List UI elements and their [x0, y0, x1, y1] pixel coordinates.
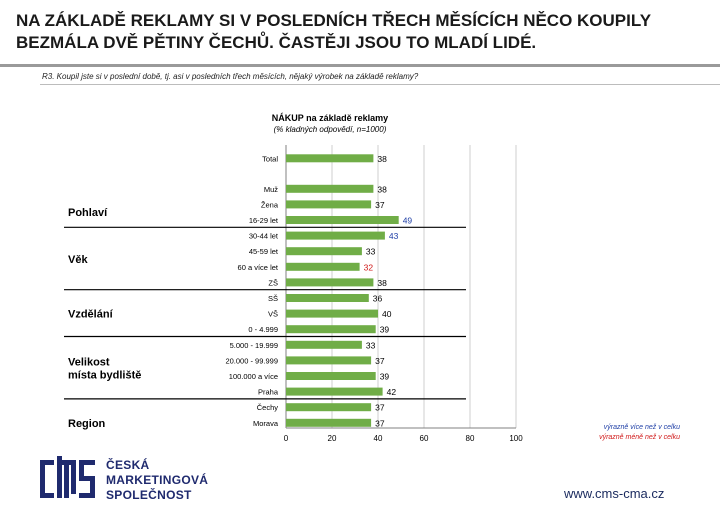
- category-label: 0 - 4.999: [248, 325, 278, 334]
- category-label: Praha: [258, 388, 279, 397]
- category-label: 20.000 - 99.999: [225, 356, 278, 365]
- data-label: 33: [366, 340, 376, 350]
- headline-line-2: BEZMÁLA DVĚ PĚTINY ČECHŮ. ČASTĚJI JSOU T…: [16, 33, 537, 52]
- group-label: Věk: [68, 254, 88, 266]
- bar: [286, 262, 360, 271]
- x-tick-label: 80: [466, 434, 475, 443]
- data-label: 49: [403, 216, 413, 226]
- data-label: 36: [373, 294, 383, 304]
- bar: [286, 356, 372, 365]
- brand-name: ČESKÁ MARKETINGOVÁ SPOLEČNOST: [106, 458, 208, 503]
- category-label: 5.000 - 19.999: [230, 341, 278, 350]
- bar: [286, 403, 372, 412]
- data-label: 43: [389, 231, 399, 241]
- question-text: R3. Koupil jste si v poslední době, tj. …: [42, 72, 419, 81]
- category-label: ZŠ: [268, 278, 278, 287]
- x-tick-label: 20: [328, 434, 337, 443]
- category-label: VŠ: [268, 310, 278, 319]
- bar: [286, 216, 399, 224]
- x-tick-label: 100: [509, 434, 523, 443]
- website-link[interactable]: www.cms-cma.cz: [564, 486, 665, 501]
- bar: [286, 294, 369, 302]
- category-label: SŠ: [268, 294, 278, 303]
- bar: [286, 418, 372, 427]
- chart-subtitle: (% kladných odpovědí, n=1000): [273, 125, 387, 134]
- category-label: Total: [262, 154, 278, 163]
- data-label: 38: [377, 278, 387, 288]
- category-label: 60 a více let: [238, 263, 279, 272]
- bar: [286, 309, 378, 318]
- data-label: 39: [380, 325, 390, 335]
- bar: [286, 325, 376, 334]
- data-label: 37: [375, 403, 385, 413]
- data-label: 37: [375, 200, 385, 210]
- category-label: 30-44 let: [249, 232, 279, 241]
- category-label: Žena: [261, 200, 279, 209]
- data-label: 39: [380, 372, 390, 382]
- bar: [286, 340, 362, 349]
- category-label: 45-59 let: [249, 247, 279, 256]
- legend-above: výrazně více než v celku: [603, 424, 680, 431]
- header-divider: [0, 64, 720, 67]
- group-label: místa bydliště: [68, 370, 141, 382]
- bar: [286, 372, 376, 380]
- group-label: Vzdělání: [68, 309, 114, 321]
- legend-below: výrazně méně než v celku: [599, 434, 680, 441]
- group-label: Pohlaví: [68, 207, 108, 219]
- question-divider: [40, 84, 720, 85]
- category-label: 100.000 a více: [229, 372, 278, 381]
- headline-line-1: NA ZÁKLADĚ REKLAMY SI V POSLEDNÍCH TŘECH…: [16, 11, 652, 30]
- bar: [286, 387, 383, 396]
- cms-logo-icon: [40, 456, 95, 498]
- group-label: Velikost: [68, 357, 110, 369]
- chart-title: NÁKUP na základě reklamy: [271, 113, 389, 123]
- bar: [286, 231, 385, 240]
- x-tick-label: 40: [374, 434, 383, 443]
- brand-line-1: ČESKÁ: [106, 458, 150, 472]
- data-label: 37: [375, 356, 385, 366]
- data-label: 42: [387, 387, 397, 397]
- bar: [286, 154, 374, 163]
- bar: [286, 247, 362, 256]
- headline: NA ZÁKLADĚ REKLAMY SI V POSLEDNÍCH TŘECH…: [16, 10, 706, 54]
- data-label: 38: [377, 154, 387, 164]
- x-tick-label: 0: [284, 434, 289, 443]
- bar: [286, 184, 374, 193]
- category-label: Čechy: [257, 403, 279, 412]
- data-label: 38: [377, 184, 387, 194]
- brand-line-2: MARKETINGOVÁ: [106, 473, 209, 487]
- bar-chart: 0 20 40 60 80 100 Pohlaví Věk Vzdělání Velikostmí…: [64, 145, 523, 443]
- category-label: Muž: [264, 185, 278, 194]
- data-label: 32: [364, 262, 374, 272]
- data-label: 33: [366, 247, 376, 257]
- data-label: 37: [375, 418, 385, 428]
- bar: [286, 278, 374, 287]
- x-tick-label: 60: [420, 434, 429, 443]
- category-label: Morava: [253, 419, 279, 428]
- bar: [286, 200, 372, 209]
- brand-line-3: SPOLEČNOST: [106, 488, 192, 502]
- group-label: Region: [68, 418, 106, 430]
- category-label: 16-29 let: [249, 216, 279, 225]
- data-label: 40: [382, 309, 392, 319]
